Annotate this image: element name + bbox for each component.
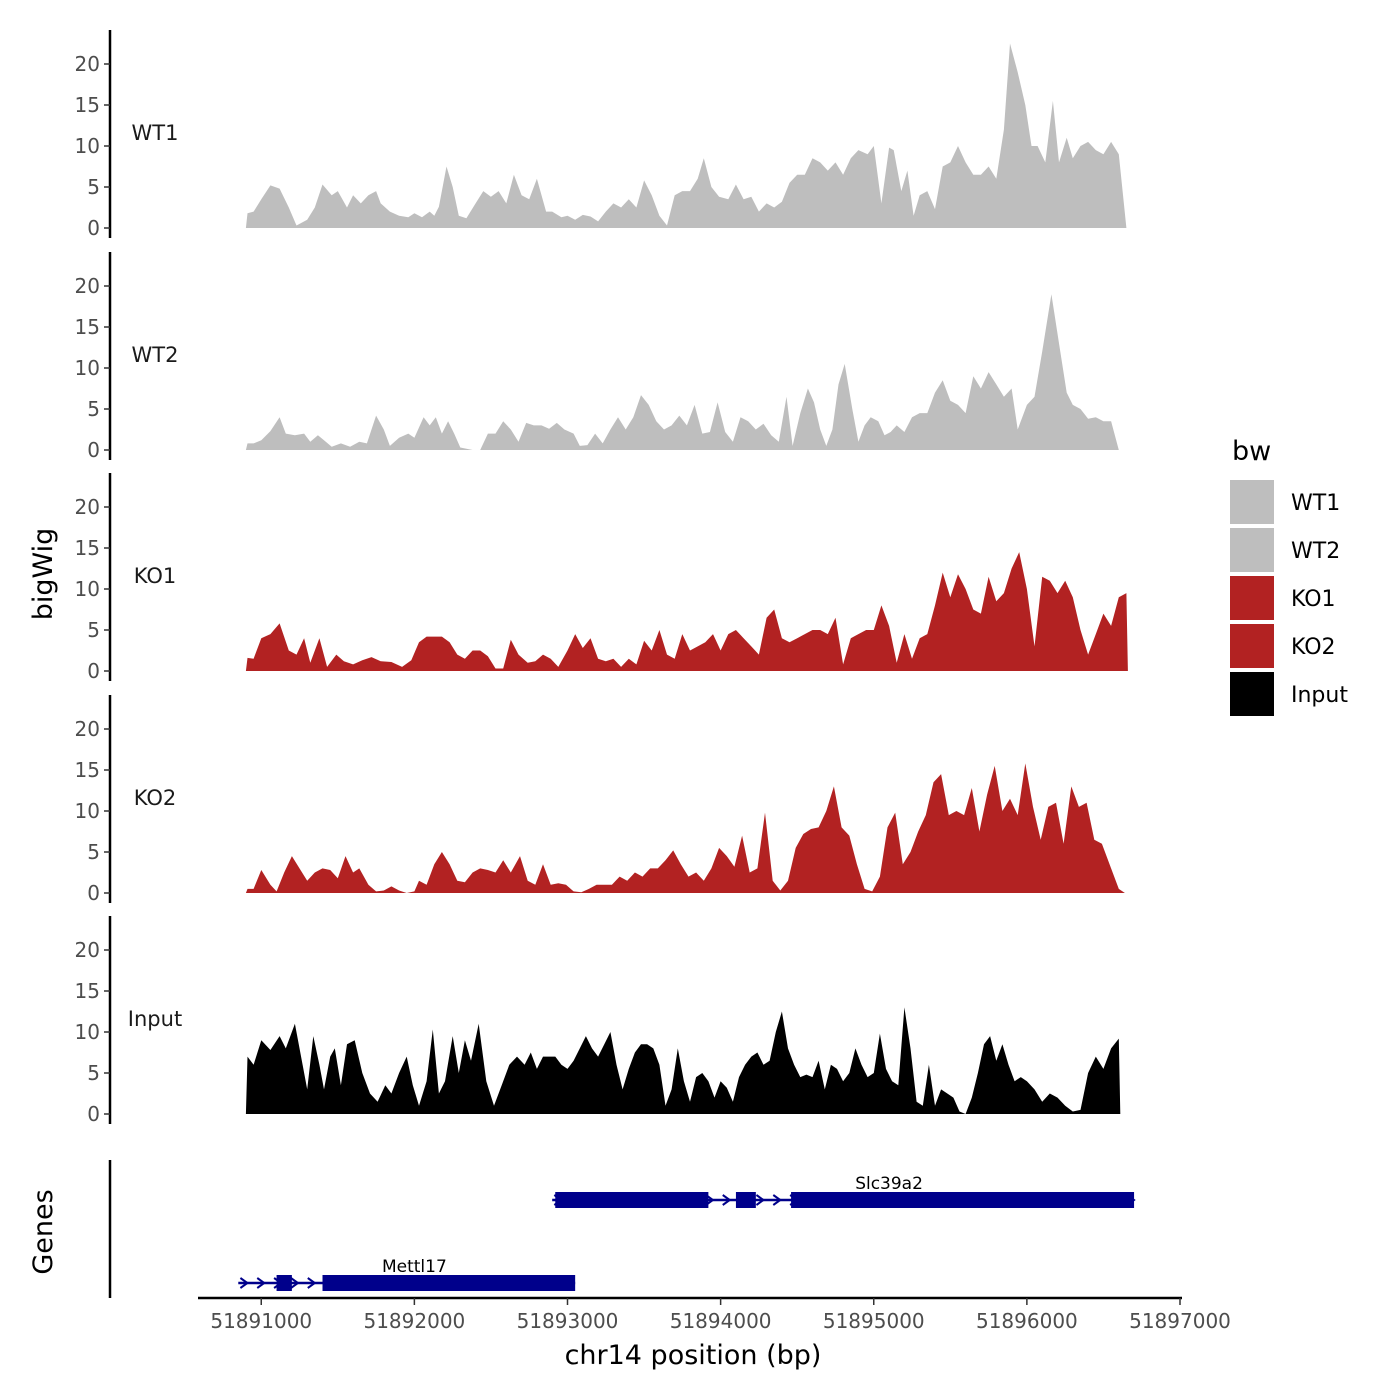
- y-tick-label: 0: [87, 438, 100, 462]
- y-tick-label: 10: [75, 577, 100, 601]
- strand-arrow: [772, 1194, 783, 1206]
- legend-entry-wt1: WT1: [1230, 480, 1340, 524]
- legend-label: KO1: [1291, 587, 1336, 612]
- legend-label: WT1: [1291, 491, 1340, 516]
- y-tick-label: 5: [87, 1061, 100, 1085]
- strand-arrow: [307, 1277, 317, 1289]
- coverage-area-wt2: [245, 294, 1119, 450]
- strand-arrow: [256, 1277, 266, 1289]
- y-tick-label: 15: [75, 315, 100, 339]
- y-axis-title: bigWig: [28, 528, 59, 621]
- legend-swatch: [1230, 576, 1274, 620]
- y-tick-label: 0: [87, 216, 100, 240]
- y-tick-label: 15: [75, 979, 100, 1003]
- legend-label: WT2: [1291, 539, 1340, 564]
- strand-arrow: [290, 1277, 300, 1289]
- track-ko1: 0 5 10 15 20 KO1: [75, 473, 1128, 683]
- track-input: 0 5 10 15 20 Input: [75, 916, 1121, 1126]
- track-label-wt2: WT2: [132, 343, 179, 367]
- legend-entry-input: Input: [1230, 672, 1348, 716]
- legend: bw WT1 WT2 KO1 KO2 Input: [1230, 436, 1348, 716]
- strand-arrow: [239, 1277, 250, 1289]
- x-tick-label: 51895000: [823, 1309, 925, 1333]
- track-label-ko1: KO1: [134, 564, 177, 588]
- gene-exon: [276, 1275, 292, 1291]
- legend-swatch: [1230, 528, 1274, 572]
- y-tick-label: 10: [75, 799, 100, 823]
- y-tick-label: 0: [87, 881, 100, 905]
- track-wt2: 0 5 10 15 20 WT2: [75, 252, 1119, 462]
- x-tick-label: 51897000: [1129, 1309, 1231, 1333]
- y-tick-label: 20: [75, 938, 100, 962]
- x-tick-label: 51892000: [363, 1309, 465, 1333]
- gene-label-mettl17: Mettl17: [382, 1257, 447, 1277]
- y-tick-label: 0: [87, 1102, 100, 1126]
- coverage-tracks: 0 5 10 15 20 WT1 0 5 10 15 20 WT2 0 5 10 15 20 KO1 0 5 10 15 2…: [75, 30, 1128, 1126]
- y-tick-label: 0: [87, 659, 100, 683]
- gene-track: Slc39a2 Mettl17: [108, 1160, 1136, 1298]
- legend-title: bw: [1232, 436, 1271, 467]
- y-tick-label: 5: [87, 618, 100, 642]
- legend-entry-ko1: KO1: [1230, 576, 1336, 620]
- y-tick-label: 10: [75, 134, 100, 158]
- gene-mettl17: Mettl17: [238, 1257, 576, 1291]
- track-label-wt1: WT1: [132, 121, 179, 145]
- legend-swatch: [1230, 624, 1274, 668]
- track-ko2: 0 5 10 15 20 KO2: [75, 695, 1125, 905]
- legend-entry-wt2: WT2: [1230, 528, 1340, 572]
- x-axis-title: chr14 position (bp): [565, 1340, 822, 1371]
- y-tick-label: 15: [75, 536, 100, 560]
- y-tick-label: 5: [87, 840, 100, 864]
- track-wt1: 0 5 10 15 20 WT1: [75, 30, 1127, 240]
- strand-arrow: [755, 1194, 766, 1206]
- gene-exon: [322, 1275, 576, 1291]
- legend-swatch: [1230, 480, 1274, 524]
- genes-axis-title: Genes: [28, 1189, 59, 1274]
- y-tick-label: 10: [75, 1020, 100, 1044]
- gene-exon: [555, 1192, 709, 1208]
- gene-label-slc39a2: Slc39a2: [855, 1174, 923, 1194]
- y-tick-label: 5: [87, 397, 100, 421]
- y-tick-label: 20: [75, 274, 100, 298]
- y-tick-label: 10: [75, 356, 100, 380]
- y-tick-label: 15: [75, 758, 100, 782]
- legend-label: Input: [1291, 683, 1348, 708]
- y-tick-label: 20: [75, 52, 100, 76]
- y-tick-label: 20: [75, 717, 100, 741]
- x-tick-label: 51893000: [517, 1309, 619, 1333]
- x-tick-label: 51894000: [670, 1309, 772, 1333]
- legend-label: KO2: [1291, 635, 1336, 660]
- x-tick-label: 51896000: [976, 1309, 1078, 1333]
- coverage-area-wt1: [245, 43, 1127, 228]
- coverage-area-ko1: [245, 552, 1128, 671]
- y-tick-label: 20: [75, 495, 100, 519]
- legend-swatch: [1230, 672, 1274, 716]
- y-tick-label: 15: [75, 93, 100, 117]
- x-axis: 51891000 51892000 51893000 51894000 51895000…: [198, 1296, 1231, 1333]
- track-label-input: Input: [128, 1007, 182, 1031]
- y-tick-label: 5: [87, 175, 100, 199]
- coverage-area-ko2: [245, 763, 1125, 893]
- legend-entry-ko2: KO2: [1230, 624, 1336, 668]
- x-tick-label: 51891000: [210, 1309, 312, 1333]
- track-label-ko2: KO2: [134, 786, 177, 810]
- gene-exon: [791, 1192, 1135, 1208]
- coverage-area-input: [245, 1007, 1121, 1114]
- gene-slc39a2: Slc39a2: [552, 1174, 1136, 1208]
- gene-exon: [735, 1192, 756, 1208]
- strand-arrow: [722, 1194, 732, 1206]
